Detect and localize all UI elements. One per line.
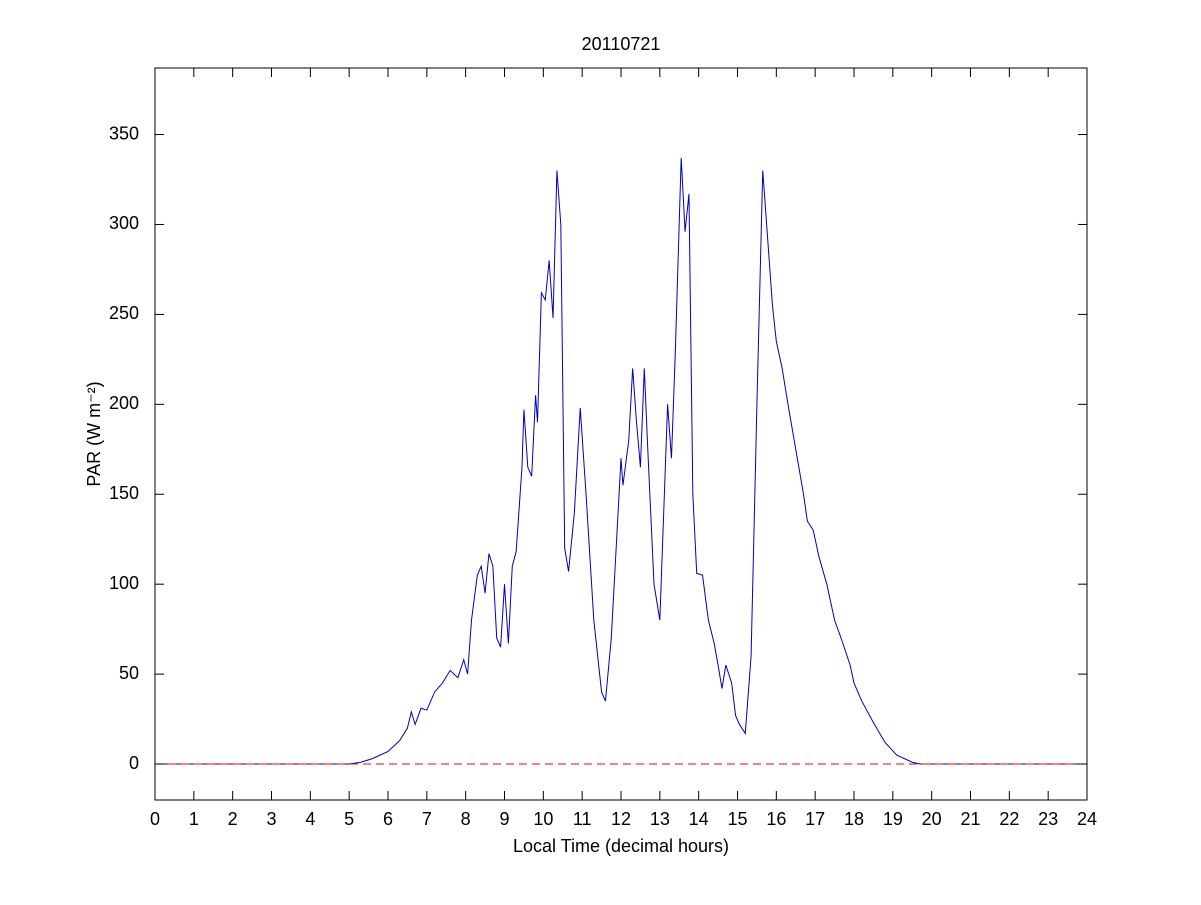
y-tick-label: 150: [109, 483, 139, 503]
x-tick-label: 24: [1077, 809, 1097, 829]
chart-title: 20110721: [582, 34, 661, 54]
y-tick-label: 250: [109, 303, 139, 323]
y-tick-label: 350: [109, 123, 139, 143]
x-tick-label: 20: [922, 809, 942, 829]
y-tick-label: 200: [109, 393, 139, 413]
y-tick-label: 300: [109, 213, 139, 233]
x-tick-label: 9: [499, 809, 509, 829]
x-tick-label: 2: [228, 809, 238, 829]
x-tick-label: 3: [266, 809, 276, 829]
x-tick-label: 21: [960, 809, 980, 829]
x-tick-label: 8: [461, 809, 471, 829]
x-tick-label: 4: [305, 809, 315, 829]
x-tick-label: 23: [1038, 809, 1058, 829]
x-tick-label: 6: [383, 809, 393, 829]
x-tick-label: 13: [650, 809, 670, 829]
x-tick-label: 1: [189, 809, 199, 829]
x-tick-label: 0: [150, 809, 160, 829]
y-tick-label: 100: [109, 573, 139, 593]
x-axis-label: Local Time (decimal hours): [513, 836, 729, 856]
x-tick-label: 10: [533, 809, 553, 829]
x-tick-label: 12: [611, 809, 631, 829]
x-tick-label: 7: [422, 809, 432, 829]
x-tick-label: 18: [844, 809, 864, 829]
y-tick-label: 50: [119, 663, 139, 683]
x-tick-label: 17: [805, 809, 825, 829]
x-tick-label: 16: [766, 809, 786, 829]
x-tick-label: 15: [727, 809, 747, 829]
x-tick-label: 14: [689, 809, 709, 829]
y-tick-label: 0: [129, 753, 139, 773]
x-tick-label: 5: [344, 809, 354, 829]
x-tick-label: 22: [999, 809, 1019, 829]
x-tick-label: 11: [573, 809, 592, 829]
x-tick-label: 19: [883, 809, 903, 829]
data-line: [155, 157, 1087, 765]
y-axis-label: PAR (W m⁻²): [84, 381, 104, 486]
